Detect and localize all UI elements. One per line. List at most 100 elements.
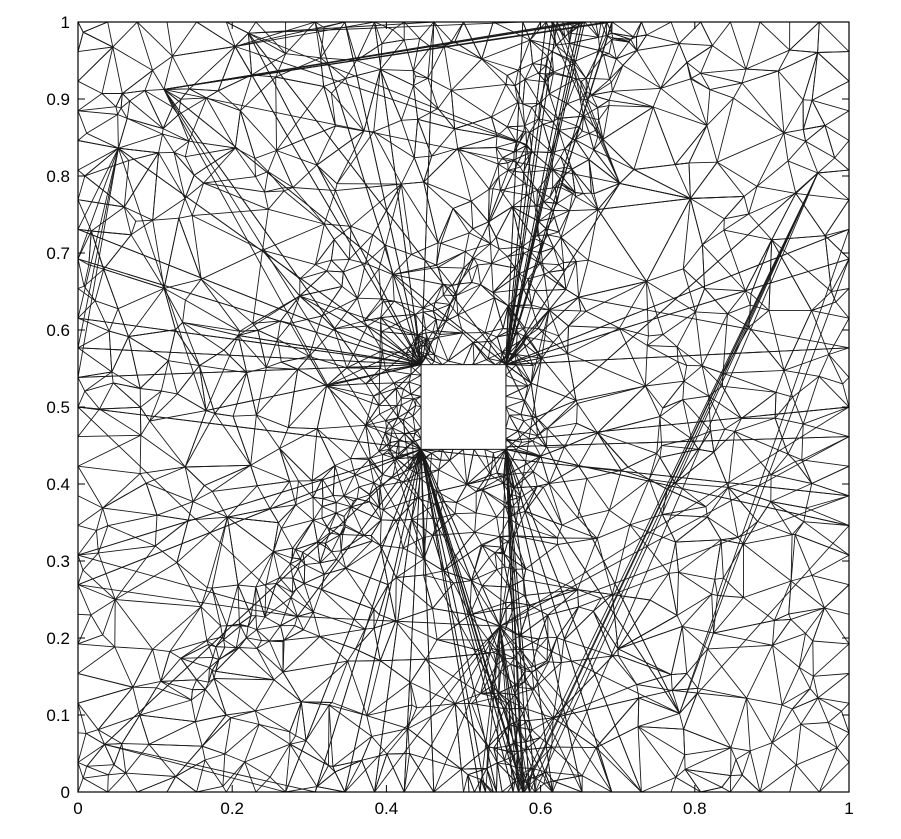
mesh-edge <box>522 151 533 173</box>
mesh-edge <box>480 284 495 299</box>
mesh-edge <box>457 314 464 334</box>
mesh-edge <box>748 192 796 215</box>
mesh-edge <box>542 486 563 526</box>
mesh-edge <box>415 307 424 315</box>
mesh-edge <box>96 507 104 531</box>
mesh-edge <box>101 46 114 94</box>
mesh-edge <box>490 452 494 476</box>
mesh-edge <box>749 293 752 306</box>
mesh-edge <box>503 554 506 567</box>
mesh-edge <box>345 540 373 569</box>
mesh-edge <box>558 325 569 337</box>
mesh-edge <box>562 168 573 178</box>
mesh-edge <box>519 635 539 640</box>
mesh-edge <box>336 131 375 184</box>
mesh-edge <box>437 639 489 641</box>
mesh-edge <box>313 611 366 630</box>
mesh-edge <box>537 187 553 191</box>
mesh-edge <box>750 293 770 311</box>
mesh-edge <box>548 661 562 663</box>
mesh-edge <box>365 262 380 270</box>
mesh-edge <box>517 726 527 743</box>
mesh-edge <box>593 139 604 151</box>
mesh-edge <box>536 205 553 211</box>
mesh-edge <box>255 776 271 792</box>
mesh-edge <box>514 742 526 751</box>
mesh-edge <box>209 657 214 668</box>
mesh-edge <box>140 390 162 408</box>
mesh-edge <box>608 91 613 101</box>
mesh-edge <box>695 288 706 313</box>
mesh-edge <box>585 54 604 79</box>
mesh-edge <box>722 313 728 374</box>
mesh-edge <box>706 97 734 126</box>
mesh-edge <box>314 786 318 792</box>
mesh-edge <box>415 75 428 79</box>
mesh-edge <box>386 422 390 429</box>
mesh-edge <box>275 583 292 598</box>
mesh-edge <box>323 223 335 240</box>
mesh-edge <box>378 584 389 615</box>
mesh-edge <box>376 487 381 509</box>
mesh-edge <box>206 97 236 149</box>
mesh-edge <box>522 79 526 104</box>
mesh-edge <box>335 495 345 503</box>
mesh-edge <box>497 762 510 766</box>
mesh-edge <box>494 552 506 568</box>
mesh-edge <box>560 237 589 261</box>
mesh-edge <box>532 440 547 448</box>
mesh-edge <box>836 747 849 763</box>
mesh-edge <box>711 593 718 596</box>
mesh-edge <box>452 208 470 234</box>
mesh-edge <box>301 660 348 703</box>
mesh-edge <box>346 325 368 368</box>
mesh-edge <box>517 327 525 334</box>
mesh-edge <box>648 479 663 515</box>
mesh-edge <box>78 584 116 600</box>
mesh-edge <box>556 203 570 212</box>
mesh-edge <box>283 190 325 225</box>
mesh-edge <box>701 365 724 374</box>
mesh-edge <box>83 22 108 33</box>
mesh-edge <box>364 609 375 630</box>
mesh-edge <box>593 193 599 210</box>
mesh-edge <box>831 258 849 292</box>
mesh-edge <box>378 268 382 299</box>
mesh-edge <box>491 256 508 264</box>
mesh-edge <box>332 495 337 503</box>
mesh-edge <box>835 288 849 303</box>
mesh-edge <box>381 313 416 333</box>
mesh-edge <box>427 353 435 356</box>
mesh-edge <box>546 71 554 76</box>
mesh-edge <box>413 85 439 109</box>
mesh-edge <box>404 433 410 470</box>
mesh-edge <box>547 614 558 638</box>
mesh-edge <box>593 594 613 612</box>
mesh-edge <box>317 532 330 543</box>
mesh-edge <box>84 160 129 177</box>
mesh-edge <box>139 435 142 474</box>
mesh-edge <box>834 157 849 171</box>
mesh-edge <box>795 764 820 792</box>
mesh-edge <box>529 250 541 264</box>
mesh-edge <box>504 566 510 588</box>
mesh-edge <box>730 774 743 777</box>
mesh-edge <box>824 125 836 159</box>
mesh-edge <box>531 107 539 120</box>
mesh-edge <box>262 209 269 251</box>
mesh-edge <box>574 139 590 160</box>
mesh-edge <box>299 270 328 297</box>
mesh-edge <box>609 99 654 108</box>
mesh-edge <box>491 336 498 342</box>
mesh-edge <box>393 373 412 384</box>
mesh-edge <box>412 398 417 406</box>
mesh-edge <box>648 334 664 337</box>
mesh-edge <box>513 145 527 153</box>
mesh-edge <box>505 449 553 792</box>
mesh-edge <box>546 446 565 448</box>
mesh-edge <box>548 309 560 337</box>
mesh-edge <box>389 440 400 450</box>
mesh-edge <box>204 678 215 690</box>
mesh-edge <box>612 655 638 685</box>
mesh-edge <box>323 190 336 225</box>
